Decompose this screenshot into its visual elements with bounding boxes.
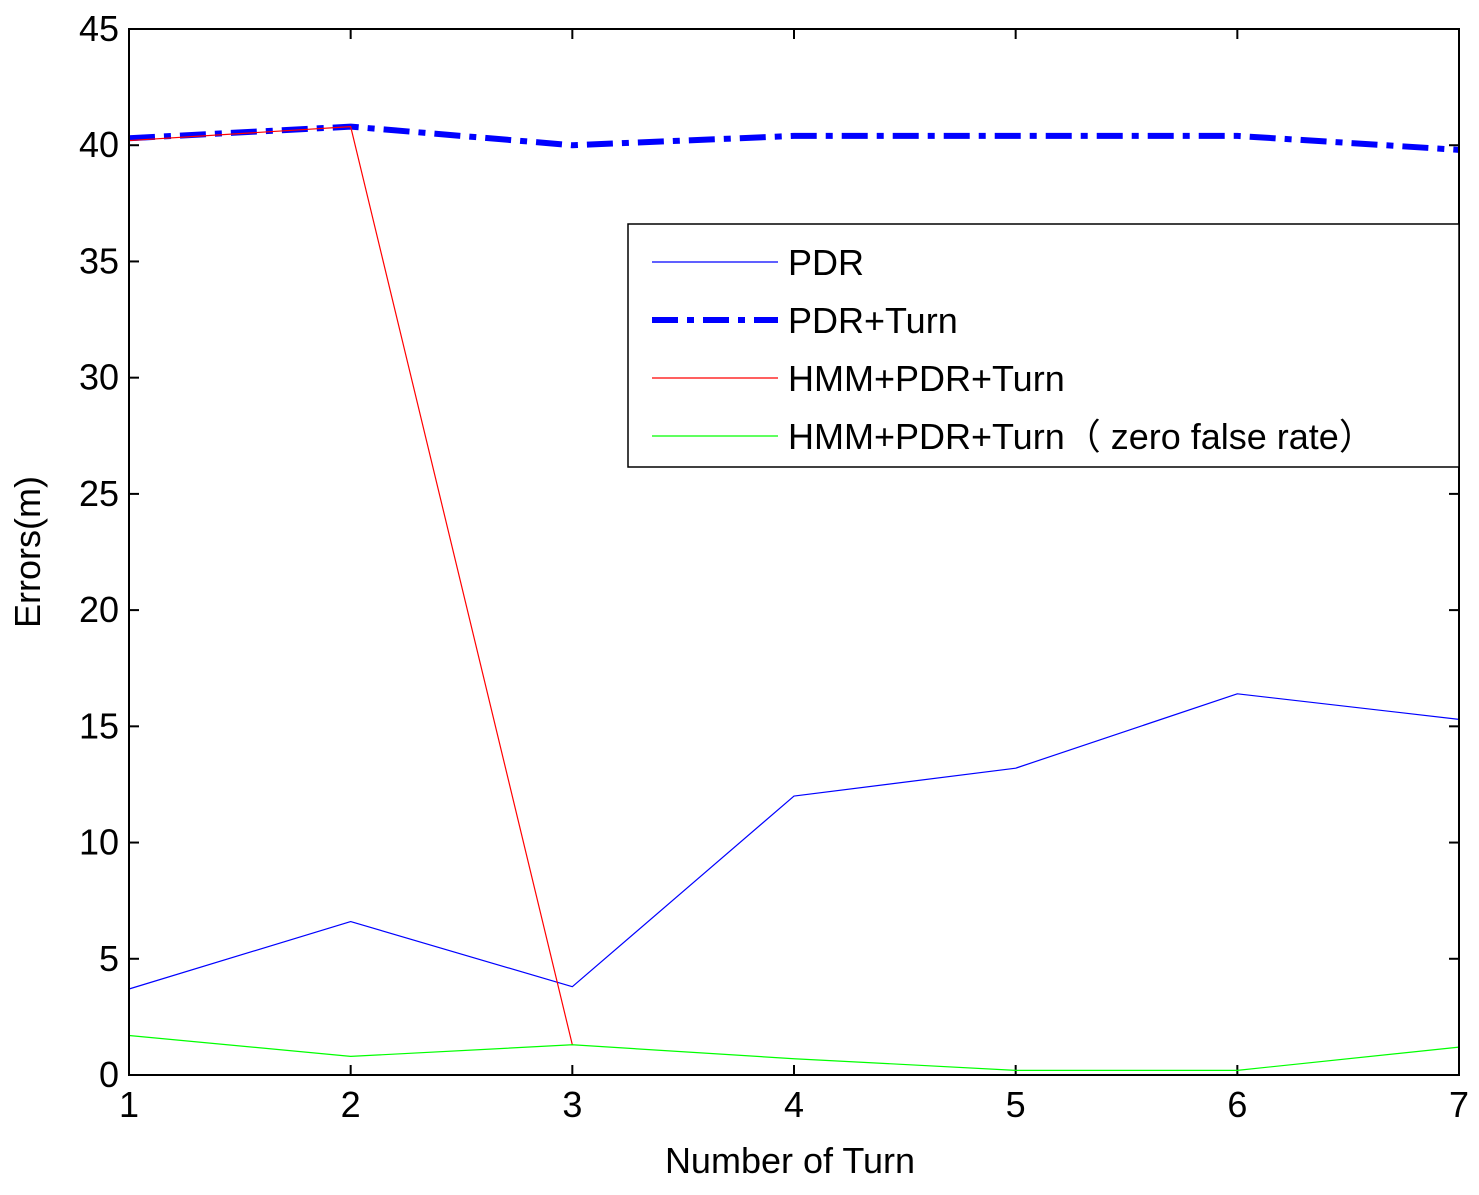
y-tick-label: 5 (99, 938, 119, 979)
x-axis-title: Number of Turn (665, 1140, 915, 1181)
x-tick-label: 1 (119, 1084, 139, 1125)
y-tick-label: 45 (79, 8, 119, 49)
series-layer (128, 123, 1460, 1071)
y-axis-title: Errors(m) (7, 476, 48, 628)
series-line-3 (128, 1034, 1460, 1071)
x-tick-label: 3 (562, 1084, 582, 1125)
legend: PDR PDR+Turn HMM+PDR+Turn HMM+PDR+Turn（ zer… (627, 223, 1460, 468)
plot-background (129, 29, 1459, 1075)
series-line-2 (128, 126, 573, 1045)
x-tick-label: 2 (341, 1084, 361, 1125)
plot-frame (128, 28, 1460, 1076)
y-tick-label: 10 (79, 822, 119, 863)
legend-box (627, 223, 1460, 468)
y-tick-label: 30 (79, 357, 119, 398)
legend-label-3: HMM+PDR+Turn（ zero false rate） (788, 416, 1375, 457)
y-tick-label: 0 (99, 1054, 119, 1095)
legend-label-2: HMM+PDR+Turn (788, 358, 1065, 399)
x-tick-label: 6 (1227, 1084, 1247, 1125)
series-line-0 (128, 693, 1460, 990)
y-tick-label: 20 (79, 589, 119, 630)
y-tick-label: 35 (79, 240, 119, 281)
y-tick-label: 40 (79, 124, 119, 165)
x-tick-label: 4 (784, 1084, 804, 1125)
y-tick-label: 15 (79, 705, 119, 746)
y-tick-label: 25 (79, 473, 119, 514)
x-tick-label: 5 (1006, 1084, 1026, 1125)
legend-label-0: PDR (788, 242, 864, 283)
legend-label-1: PDR+Turn (788, 300, 958, 341)
x-tick-label: 7 (1449, 1084, 1469, 1125)
